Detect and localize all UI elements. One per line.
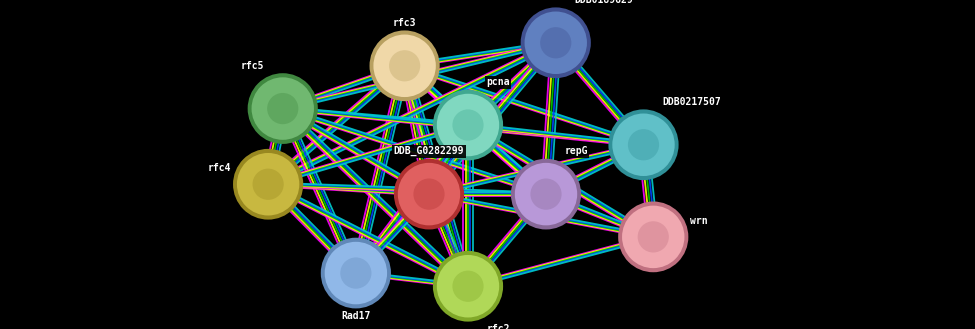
Ellipse shape (252, 77, 314, 140)
Ellipse shape (437, 94, 499, 156)
Ellipse shape (433, 89, 503, 161)
Ellipse shape (233, 149, 303, 220)
Ellipse shape (437, 255, 499, 317)
Text: rfc4: rfc4 (208, 163, 231, 173)
Ellipse shape (237, 153, 299, 215)
Ellipse shape (628, 129, 659, 160)
Ellipse shape (452, 270, 484, 302)
Ellipse shape (267, 93, 298, 124)
Ellipse shape (398, 163, 460, 225)
Ellipse shape (511, 159, 581, 230)
Ellipse shape (525, 12, 587, 74)
Ellipse shape (622, 206, 684, 268)
Ellipse shape (370, 31, 440, 101)
Ellipse shape (515, 163, 577, 225)
Ellipse shape (248, 73, 318, 144)
Ellipse shape (521, 7, 591, 78)
Ellipse shape (321, 238, 391, 309)
Text: wrn: wrn (690, 215, 708, 226)
Text: DDB0217507: DDB0217507 (662, 97, 721, 107)
Text: pcna: pcna (487, 77, 510, 87)
Text: DDB_G0282299: DDB_G0282299 (394, 146, 464, 156)
Ellipse shape (253, 168, 284, 200)
Ellipse shape (413, 178, 445, 210)
Ellipse shape (433, 251, 503, 322)
Ellipse shape (530, 178, 562, 210)
Text: repG: repG (565, 146, 588, 156)
Text: Rad17: Rad17 (341, 311, 370, 321)
Ellipse shape (373, 35, 436, 97)
Ellipse shape (394, 159, 464, 230)
Ellipse shape (612, 114, 675, 176)
Ellipse shape (389, 50, 420, 82)
Text: rfc2: rfc2 (487, 324, 510, 329)
Ellipse shape (638, 221, 669, 253)
Ellipse shape (608, 109, 679, 180)
Ellipse shape (540, 27, 571, 59)
Ellipse shape (325, 242, 387, 304)
Ellipse shape (618, 201, 688, 272)
Text: rfc3: rfc3 (393, 18, 416, 28)
Ellipse shape (452, 109, 484, 141)
Text: rfc5: rfc5 (241, 61, 264, 71)
Ellipse shape (340, 257, 371, 289)
Text: DDB0189629: DDB0189629 (574, 0, 633, 5)
